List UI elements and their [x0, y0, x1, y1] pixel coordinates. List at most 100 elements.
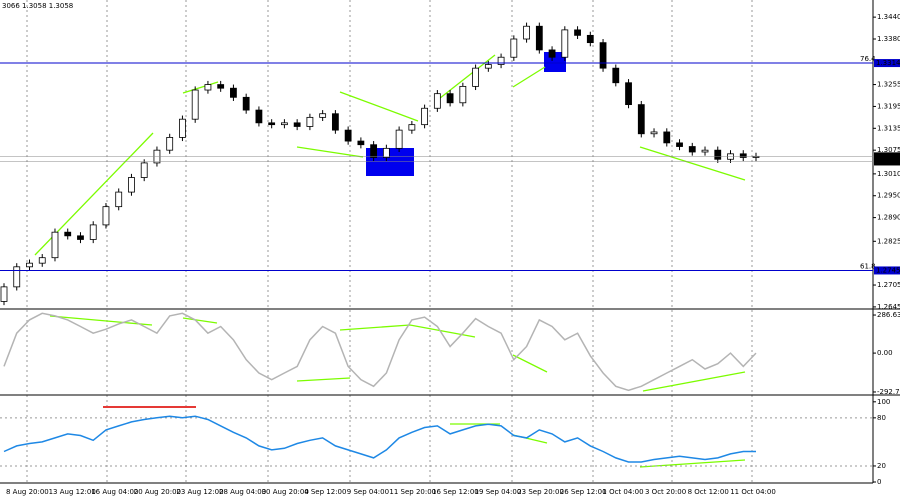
y-tick-label: 1.2950	[877, 192, 900, 200]
candle-body	[0, 286, 8, 302]
x-tick-label: 23 Aug 12:00	[176, 488, 223, 496]
candle-body	[344, 129, 352, 142]
y-tick-label: 1.2890	[877, 214, 900, 222]
candle-body	[115, 191, 123, 208]
y-tick-label: 20	[877, 462, 886, 470]
candle-body	[484, 64, 492, 69]
level-label: 1.2745	[876, 266, 900, 274]
candle-body	[382, 147, 390, 158]
candle-body	[128, 177, 135, 193]
level-name: 61.8	[860, 262, 876, 270]
x-tick-label: 20 Aug 20:00	[134, 488, 181, 496]
candle-body	[268, 122, 276, 126]
candle-body	[561, 29, 569, 58]
candle-body	[663, 131, 671, 144]
price-label-box	[874, 157, 900, 166]
candle-body	[612, 67, 620, 84]
candle-body	[497, 56, 505, 65]
candle-body	[204, 84, 212, 91]
y-tick-label: 0.00	[877, 349, 893, 357]
indicator-line	[3, 312, 757, 392]
candle-body	[510, 38, 518, 58]
candle-body	[13, 266, 21, 288]
x-tick-label: 13 Aug 12:00	[49, 488, 96, 496]
candle-body	[38, 257, 46, 264]
candle-body	[51, 231, 59, 259]
y-tick-label: 100	[877, 398, 890, 406]
candle-body	[574, 29, 581, 36]
level-label-box	[874, 59, 900, 68]
candle-body	[26, 262, 33, 268]
candle-body	[319, 113, 327, 118]
indicator-line	[3, 415, 756, 463]
candle-body	[64, 231, 72, 237]
candle-body	[102, 206, 110, 226]
x-tick-label: 23 Sep 20:00	[517, 488, 564, 496]
y-tick-label: 1.3075	[877, 146, 900, 154]
price-label: 1.3058	[876, 152, 900, 160]
candle-body	[535, 25, 543, 51]
y-tick-label: 1.3135	[877, 124, 900, 132]
candle-body	[357, 140, 365, 146]
candle-body	[472, 67, 479, 87]
x-tick-label: 30 Aug 20:00	[262, 488, 309, 496]
candle-body	[179, 118, 186, 138]
candle-body	[548, 49, 556, 58]
candle-body	[688, 146, 696, 153]
candle-body	[255, 109, 263, 124]
x-tick-label: 19 Sep 04:00	[475, 488, 522, 496]
layout	[0, 0, 900, 484]
x-tick-label: 16 Aug 04:00	[91, 488, 138, 496]
candle-body	[676, 142, 683, 147]
candle-body	[89, 224, 97, 240]
candle-body	[242, 96, 250, 111]
chart-header: 3066 1.3058 1.3058	[2, 2, 73, 10]
x-tick-label: 28 Aug 04:00	[219, 488, 266, 496]
candle-body	[650, 131, 658, 135]
candle-body	[408, 124, 416, 131]
y-tick-label: 1.3255	[877, 81, 900, 89]
candle-body	[191, 89, 199, 120]
price-label: 1.3044	[876, 157, 900, 165]
candle-body	[77, 235, 84, 240]
x-tick-label: 8 Oct 12:00	[688, 488, 729, 496]
candle-body	[637, 104, 645, 135]
candle-body	[523, 25, 530, 40]
level-label-box	[874, 266, 900, 275]
y-tick-label: 1.3380	[877, 35, 900, 43]
candle-body	[421, 107, 429, 126]
candle-body	[739, 153, 747, 158]
candle-body	[230, 87, 237, 98]
x-tick-label: 3 Oct 20:00	[645, 488, 686, 496]
candle-body	[586, 34, 594, 44]
y-tick-label: 80	[877, 414, 886, 422]
x-tick-label: 11 Oct 04:00	[730, 488, 776, 496]
y-tick-label: 1.2705	[877, 281, 900, 289]
candle-body	[370, 144, 378, 158]
candle-body	[701, 149, 709, 153]
x-tick-label: 16 Sep 12:00	[432, 488, 479, 496]
y-tick-label: -292.7310	[877, 388, 900, 396]
candle-body	[140, 162, 148, 178]
y-tick-label: 1.3440	[877, 13, 900, 21]
candle-body	[714, 149, 722, 160]
candle-body	[459, 85, 467, 104]
x-tick-label: 9 Sep 04:00	[347, 488, 389, 496]
candle-body	[293, 122, 301, 127]
candle-body	[446, 93, 454, 104]
candle-body	[281, 122, 288, 126]
y-tick-label: 1.2825	[877, 237, 900, 245]
y-tick-label: 1.3195	[877, 102, 900, 110]
y-tick-label: 286.6354	[877, 311, 900, 319]
price-label-box	[874, 152, 900, 161]
candle-body	[331, 113, 339, 131]
level-name: 76.4	[860, 55, 876, 63]
candle-body	[306, 116, 314, 127]
candle-body	[395, 129, 403, 149]
x-tick-label: 4 Sep 12:00	[304, 488, 346, 496]
candle-body	[625, 82, 632, 106]
vertical-grid	[26, 0, 753, 483]
x-tick-label: 11 Sep 20:00	[389, 488, 436, 496]
candle-body	[599, 42, 607, 69]
